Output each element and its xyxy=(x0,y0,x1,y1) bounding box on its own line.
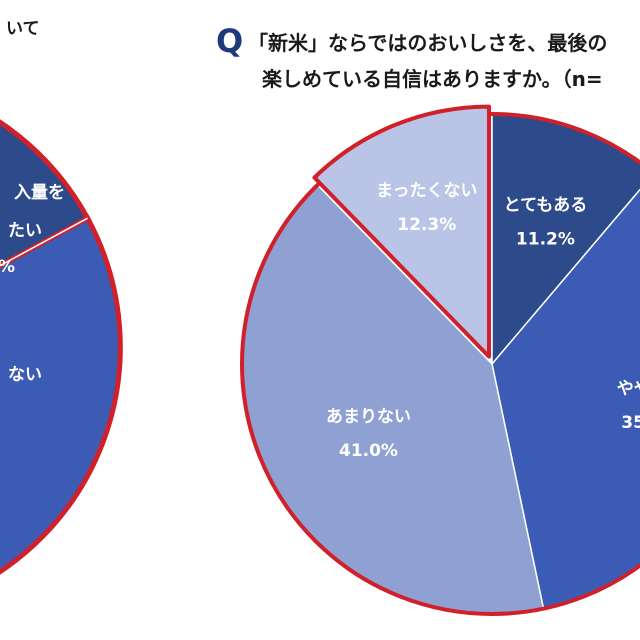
left-big-slice-label: ない xyxy=(8,365,42,385)
pie-outer-border xyxy=(240,112,640,616)
left-pie-slice-main xyxy=(0,214,123,575)
right-pie-chart: とてもある 11.2% ややあ 35.5 あまりない 41.0% まったくない 12.3% xyxy=(240,104,640,616)
pie-label-2: ややあ xyxy=(617,379,640,399)
pie-value-label-2: 35.5 xyxy=(621,413,640,433)
title-line-2: 楽しめている自信はありますか。（n= xyxy=(262,67,603,91)
left-chart-title-fragment: いて xyxy=(6,19,40,39)
left-pie-chart: いて 入量を たい % ない xyxy=(0,19,123,575)
pie-slice-4 xyxy=(312,104,491,359)
pie-value-label-1: 11.2% xyxy=(516,229,575,249)
pie-label-1: とてもある xyxy=(504,195,588,215)
left-slice-label-2: たい xyxy=(8,221,42,241)
pie-label-3: あまりない xyxy=(326,407,411,427)
pie-label-4: まったくない xyxy=(376,181,477,201)
title-line-1: 「新米」ならではのおいしさを、最後の xyxy=(248,31,607,55)
pie-value-label-4: 12.3% xyxy=(397,215,456,235)
left-slice-label-1: 入量を xyxy=(14,182,65,203)
right-chart-title: Q 「新米」ならではのおいしさを、最後の 楽しめている自信はありますか。（n= xyxy=(216,22,607,91)
left-slice-value: % xyxy=(0,257,15,277)
left-slice-divider xyxy=(0,217,88,267)
pie-value-label-3: 41.0% xyxy=(339,441,398,461)
question-mark-q: Q xyxy=(216,22,243,60)
